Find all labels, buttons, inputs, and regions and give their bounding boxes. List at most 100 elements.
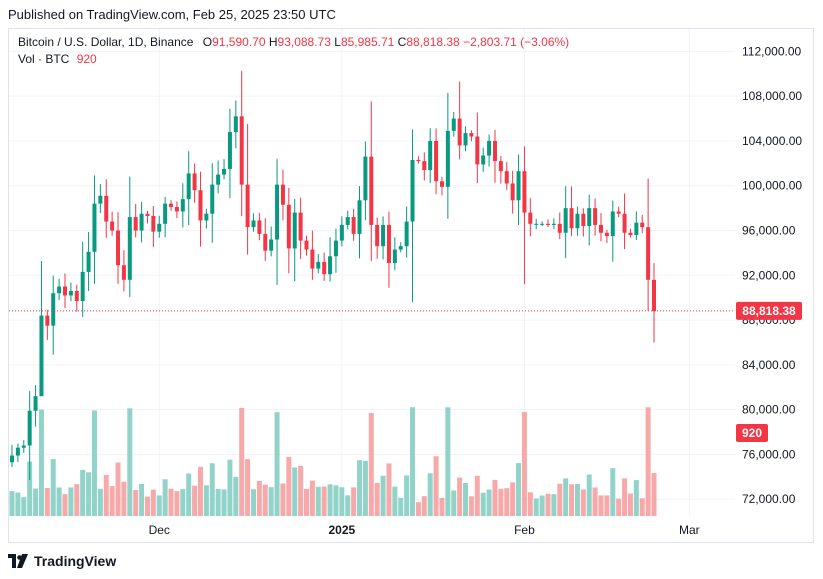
volume-bar xyxy=(463,482,469,516)
candle-body xyxy=(292,212,297,249)
candle xyxy=(10,444,14,467)
candle xyxy=(369,101,374,262)
y-tick-label: 76,000.00 xyxy=(742,447,796,461)
volume-bar xyxy=(598,495,604,516)
volume-bar xyxy=(622,478,628,516)
volume-tag-text: 920 xyxy=(742,426,762,440)
candle-body xyxy=(628,232,633,235)
candle-body xyxy=(610,211,615,237)
candle-body xyxy=(386,224,391,263)
candle-body xyxy=(575,213,580,229)
volume-bar xyxy=(38,409,44,516)
volume-bar xyxy=(74,484,80,516)
candle-body xyxy=(39,315,44,397)
volume-bar xyxy=(309,480,315,516)
x-tick-label: Mar xyxy=(679,523,700,537)
candle xyxy=(551,218,556,230)
candle-body xyxy=(316,261,321,269)
candle-body xyxy=(227,131,232,169)
candle-body xyxy=(186,173,191,200)
volume-bar xyxy=(44,487,50,516)
volume-bar xyxy=(427,473,433,516)
candle-body xyxy=(369,156,374,225)
volume-bar xyxy=(127,408,133,516)
volume-bar xyxy=(62,494,68,516)
candle xyxy=(286,187,291,274)
volume-bar xyxy=(33,488,39,516)
y-tick-label: 96,000.00 xyxy=(742,224,796,238)
candle-body xyxy=(463,133,468,146)
candle xyxy=(169,200,174,211)
candle xyxy=(516,154,521,226)
published-caption: Published on TradingView.com, Feb 25, 20… xyxy=(8,7,336,22)
candle-body xyxy=(646,227,651,280)
high-label: H xyxy=(268,35,278,49)
candle xyxy=(381,216,386,260)
candle xyxy=(163,196,168,238)
candle xyxy=(504,162,509,190)
volume-bar xyxy=(368,412,374,516)
y-tick-label: 92,000.00 xyxy=(742,268,796,282)
close-label: C xyxy=(397,35,407,49)
candle-body xyxy=(445,130,450,187)
volume-bar xyxy=(551,494,557,516)
x-tick-label: Dec xyxy=(149,523,170,537)
volume-bar xyxy=(27,461,33,516)
candle-body xyxy=(333,240,338,257)
candle xyxy=(110,211,115,236)
volume-bar xyxy=(527,492,533,516)
candle xyxy=(545,219,550,228)
candle-body xyxy=(310,249,315,269)
candle xyxy=(251,213,256,232)
volume-bar xyxy=(156,495,162,516)
x-tick-label: 2025 xyxy=(328,523,355,537)
candle-body xyxy=(328,256,333,275)
candle-body xyxy=(363,156,368,201)
volume-bar xyxy=(468,496,474,516)
candle-body xyxy=(652,279,657,312)
candle xyxy=(80,241,85,317)
candle xyxy=(498,155,503,184)
candle xyxy=(245,124,250,255)
candle xyxy=(492,129,497,183)
candle xyxy=(422,152,427,181)
candle-body xyxy=(121,265,126,280)
y-tick-label: 104,000.00 xyxy=(742,134,802,148)
candle xyxy=(151,205,156,247)
candle xyxy=(628,228,633,238)
candle-body xyxy=(304,240,309,250)
candle-body xyxy=(204,213,209,221)
candle xyxy=(292,199,297,282)
candle-body xyxy=(469,133,474,137)
volume-bar xyxy=(339,487,345,516)
volume-bar xyxy=(492,479,498,516)
candle xyxy=(652,263,657,343)
candle-body xyxy=(251,220,256,228)
open-value: 91,590.70 xyxy=(212,35,266,49)
volume-label[interactable]: Vol · BTC xyxy=(18,52,70,66)
volume-bar xyxy=(304,488,309,516)
volume-bar xyxy=(97,488,103,516)
volume-bar xyxy=(250,489,256,516)
candle-body xyxy=(174,207,179,212)
symbol-title[interactable]: Bitcoin / U.S. Dollar, 1D, Binance xyxy=(18,35,194,49)
candle-body xyxy=(92,203,97,252)
candle-body xyxy=(634,222,639,235)
candle-body xyxy=(104,195,109,222)
volume-bar xyxy=(174,491,180,516)
candle-body xyxy=(169,203,174,208)
y-axis: 72,000.0076,000.0080,000.0084,000.0088,0… xyxy=(742,44,802,506)
candle-body xyxy=(481,155,486,165)
footer-brand: TradingView xyxy=(34,553,117,569)
tradingview-footer[interactable]: TradingView xyxy=(8,553,116,569)
candle xyxy=(39,260,44,397)
candle xyxy=(640,215,645,234)
volume-bar xyxy=(115,462,121,516)
candle xyxy=(198,171,203,247)
candle xyxy=(33,385,38,427)
volume-bar xyxy=(545,493,551,516)
volume-bar xyxy=(557,483,563,516)
candle-body xyxy=(98,195,103,204)
candle-body xyxy=(522,171,527,213)
